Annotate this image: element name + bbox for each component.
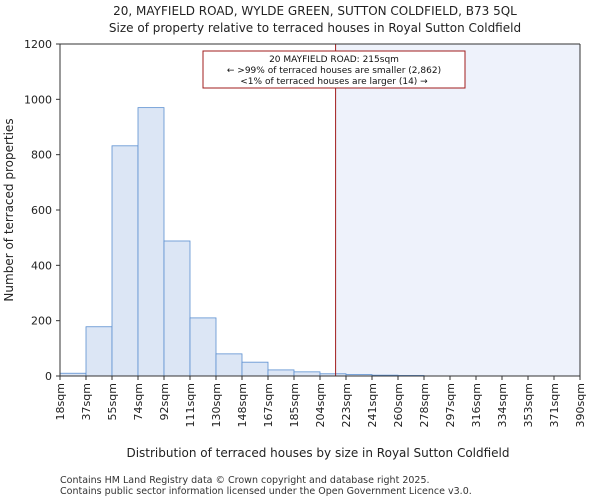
x-tick-label: 334sqm xyxy=(496,383,509,427)
footer-line-2: Contains public sector information licen… xyxy=(60,486,472,497)
bar-92sqm xyxy=(163,240,191,377)
bar-37sqm xyxy=(85,326,113,377)
highlight-region xyxy=(335,44,580,376)
x-tick-label: 204sqm xyxy=(314,383,327,427)
bar-167sqm xyxy=(267,369,295,377)
footer-line-1: Contains HM Land Registry data © Crown c… xyxy=(60,475,430,486)
x-tick-label: 148sqm xyxy=(236,383,249,427)
annotation-line-2: ← >99% of terraced houses are smaller (2… xyxy=(227,66,441,76)
x-tick-label: 55sqm xyxy=(106,383,119,420)
bar-148sqm xyxy=(241,361,269,377)
bar-55sqm xyxy=(111,145,139,377)
x-tick-label: 353sqm xyxy=(522,383,535,427)
y-tick-label: 800 xyxy=(31,149,52,162)
bar-185sqm xyxy=(293,371,321,377)
x-tick-label: 241sqm xyxy=(366,383,379,427)
x-tick-label: 297sqm xyxy=(444,383,457,427)
annotation-line-3: <1% of terraced houses are larger (14) → xyxy=(240,77,428,87)
x-tick-label: 130sqm xyxy=(210,383,223,427)
x-tick-label: 167sqm xyxy=(262,383,275,427)
bar-74sqm xyxy=(137,107,165,377)
x-tick-label: 390sqm xyxy=(574,383,587,427)
x-axis-label: Distribution of terraced houses by size … xyxy=(126,446,509,460)
y-axis-label: Number of terraced properties xyxy=(2,118,16,301)
chart-title: 20, MAYFIELD ROAD, WYLDE GREEN, SUTTON C… xyxy=(113,4,517,18)
y-tick-label: 600 xyxy=(31,204,52,217)
x-tick-label: 278sqm xyxy=(418,383,431,427)
annotation-box: 20 MAYFIELD ROAD: 215sqm ← >99% of terra… xyxy=(202,50,466,89)
bar-111sqm xyxy=(189,317,217,377)
x-tick-label: 260sqm xyxy=(392,383,405,427)
x-tick-label: 18sqm xyxy=(54,383,67,420)
x-tick-label: 371sqm xyxy=(548,383,561,427)
x-tick-label: 92sqm xyxy=(158,383,171,420)
x-tick-label: 223sqm xyxy=(340,383,353,427)
y-tick-label: 200 xyxy=(31,315,52,328)
bar-130sqm xyxy=(215,353,243,377)
y-tick-label: 1000 xyxy=(24,93,52,106)
y-tick-label: 1200 xyxy=(24,38,52,51)
annotation-line-1: 20 MAYFIELD ROAD: 215sqm xyxy=(269,55,399,65)
x-tick-label: 37sqm xyxy=(80,383,93,420)
x-tick-label: 316sqm xyxy=(470,383,483,427)
y-tick-label: 400 xyxy=(31,259,52,272)
chart-subtitle: Size of property relative to terraced ho… xyxy=(109,21,521,35)
x-tick-label: 74sqm xyxy=(132,383,145,420)
x-tick-label: 111sqm xyxy=(184,383,197,427)
y-tick-label: 0 xyxy=(45,370,52,383)
x-tick-label: 185sqm xyxy=(288,383,301,427)
